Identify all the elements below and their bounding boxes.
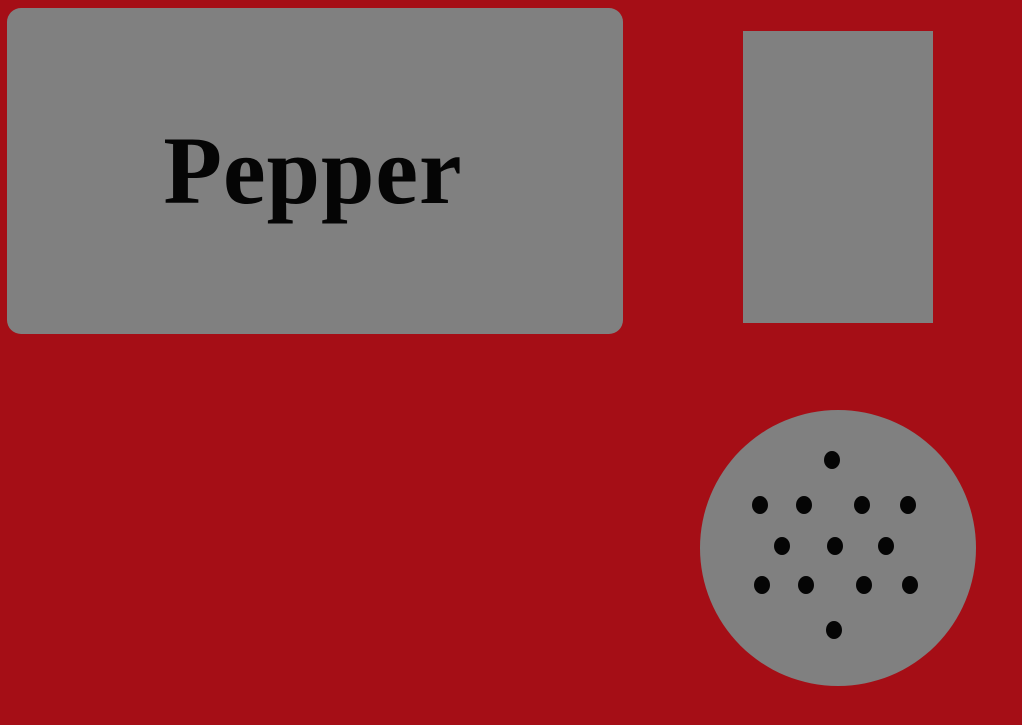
shaker-hole bbox=[826, 621, 842, 639]
shaker-hole bbox=[902, 576, 918, 594]
shaker-hole bbox=[798, 576, 814, 594]
shaker-hole bbox=[774, 537, 790, 555]
shaker-hole bbox=[900, 496, 916, 514]
shaker-holes bbox=[752, 451, 918, 639]
shaker-hole bbox=[854, 496, 870, 514]
label-text: Pepper bbox=[163, 117, 463, 224]
shaker-hole bbox=[878, 537, 894, 555]
label-panel: Pepper bbox=[7, 8, 623, 334]
shaker-hole bbox=[827, 537, 843, 555]
side-rectangle bbox=[743, 31, 933, 323]
shaker-hole bbox=[796, 496, 812, 514]
shaker-hole bbox=[754, 576, 770, 594]
shaker-hole bbox=[856, 576, 872, 594]
shaker-hole bbox=[752, 496, 768, 514]
shaker-hole bbox=[824, 451, 840, 469]
